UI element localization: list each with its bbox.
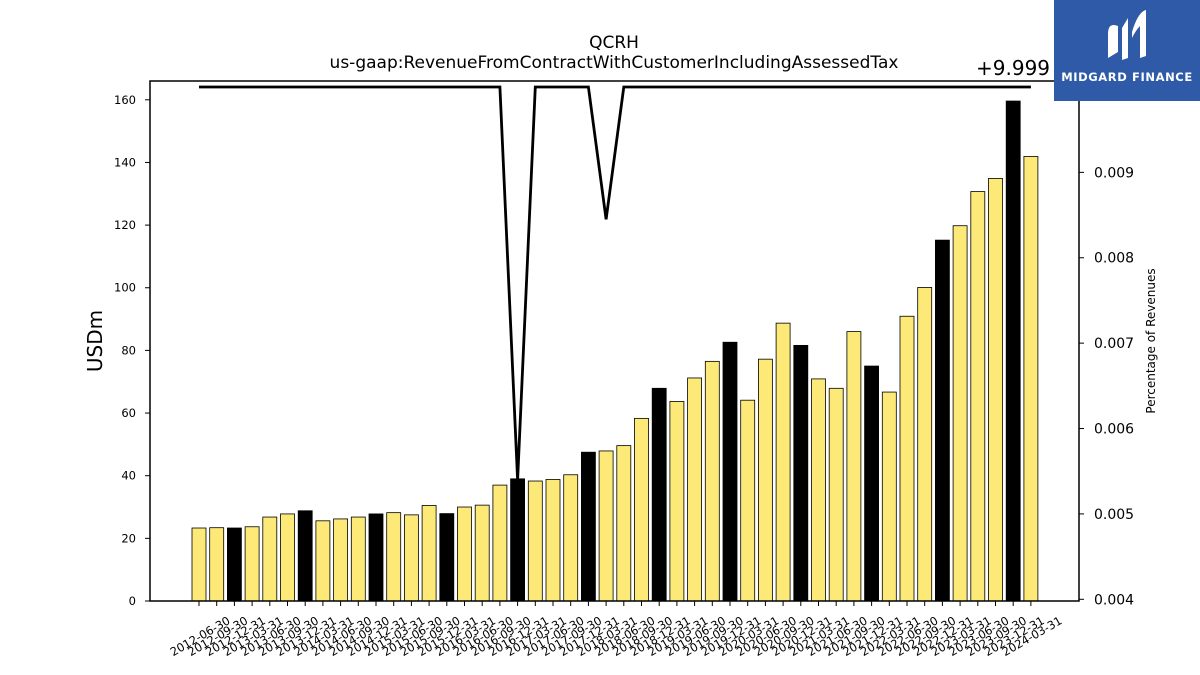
bar-2020-03-31 xyxy=(740,399,756,602)
y2-tick-label: 0.007 xyxy=(1094,336,1134,352)
chart-title: QCRH xyxy=(589,33,639,53)
bar-2023-03-31 xyxy=(952,225,968,602)
bar-2015-12-31 xyxy=(439,513,455,602)
bar-2019-09-30 xyxy=(704,360,720,602)
y2-tick-label: 0.008 xyxy=(1094,251,1134,267)
bar-2015-06-30 xyxy=(403,514,419,602)
bar-2016-09-30 xyxy=(492,484,508,602)
bar-2023-06-30 xyxy=(970,191,986,602)
bar-2015-03-31 xyxy=(386,512,402,602)
plot-frame xyxy=(149,80,1080,602)
bar-2014-12-31 xyxy=(368,513,384,602)
bar-2013-09-30 xyxy=(280,513,295,602)
bar-2012-12-31 xyxy=(226,527,242,602)
y2-axis-label: Percentage of Revenues xyxy=(1144,268,1158,413)
bar-2016-12-31 xyxy=(510,478,526,602)
bar-2018-12-31 xyxy=(651,387,667,602)
bar-2017-03-31 xyxy=(527,480,543,602)
bar-2023-12-31 xyxy=(1005,100,1021,602)
bar-2018-09-30 xyxy=(634,417,649,602)
y-tick-label: 100 xyxy=(114,281,136,295)
y-tick-label: 160 xyxy=(114,93,136,107)
y2-tick-label: 0.004 xyxy=(1094,592,1134,608)
bar-2015-09-30 xyxy=(421,505,437,602)
bar-2014-06-30 xyxy=(333,518,349,602)
bar-2016-03-31 xyxy=(457,506,472,602)
bar-2022-03-31 xyxy=(881,391,897,602)
bar-2016-06-30 xyxy=(474,504,490,602)
bar-2013-03-31 xyxy=(244,526,260,602)
bar-2022-12-31 xyxy=(935,239,950,602)
y2-tick-label: 0.006 xyxy=(1094,422,1134,438)
bar-2012-09-30 xyxy=(209,527,225,602)
y2-tick-label: 0.005 xyxy=(1094,507,1134,523)
y-tick-label: 120 xyxy=(114,218,136,232)
y-tick-label: 40 xyxy=(121,469,136,483)
bar-2021-09-30 xyxy=(846,331,862,602)
x-axis-ticks: 2012-06-302012-09-302012-12-312013-03-31… xyxy=(168,601,1064,659)
chart-subtitle: us-gaap:RevenueFromContractWithCustomerI… xyxy=(330,53,899,73)
bar-2017-12-31 xyxy=(581,451,596,602)
bar-2023-09-30 xyxy=(988,178,1003,602)
bar-2022-09-30 xyxy=(917,287,933,602)
bar-2021-06-30 xyxy=(828,387,844,602)
y2-offset-label: +9.999 xyxy=(976,56,1050,80)
bar-2017-09-30 xyxy=(563,474,579,602)
bar-2021-03-31 xyxy=(811,378,826,602)
y-axis-ticks: 0 20 40 60 80 100 120 140 160 xyxy=(114,93,150,608)
bar-2019-12-31 xyxy=(722,341,738,602)
bar-series xyxy=(191,100,1039,602)
bar-2020-12-31 xyxy=(793,344,809,602)
bar-2021-12-31 xyxy=(864,365,879,602)
bar-2014-03-31 xyxy=(315,520,331,602)
bar-2014-09-30 xyxy=(350,516,366,602)
bar-2019-03-31 xyxy=(669,401,685,602)
y-tick-label: 60 xyxy=(121,406,136,420)
bar-2022-06-30 xyxy=(899,315,915,602)
bar-2017-06-30 xyxy=(545,479,561,602)
y-tick-label: 0 xyxy=(129,594,136,608)
bar-2012-06-30 xyxy=(191,527,207,602)
logo-mark-icon xyxy=(1108,10,1146,60)
bar-2018-06-30 xyxy=(616,445,632,602)
bar-2020-06-30 xyxy=(758,358,773,602)
y-tick-label: 20 xyxy=(121,531,136,545)
y2-tick-label: 0.009 xyxy=(1094,165,1134,181)
brand-name: MIDGARD FINANCE xyxy=(1061,70,1193,84)
percentage-line xyxy=(199,85,1031,480)
y-axis-label: USDm xyxy=(83,310,107,372)
y-tick-label: 140 xyxy=(114,155,136,169)
y-tick-label: 80 xyxy=(121,343,136,357)
bar-2013-06-30 xyxy=(262,516,278,602)
brand-logo: MIDGARD FINANCE xyxy=(1054,0,1200,101)
bar-2013-12-31 xyxy=(297,510,313,602)
bar-2024-03-31 xyxy=(1023,156,1039,602)
bar-2020-09-30 xyxy=(775,322,791,602)
bar-2019-06-30 xyxy=(687,377,702,602)
bar-2018-03-31 xyxy=(598,450,614,602)
